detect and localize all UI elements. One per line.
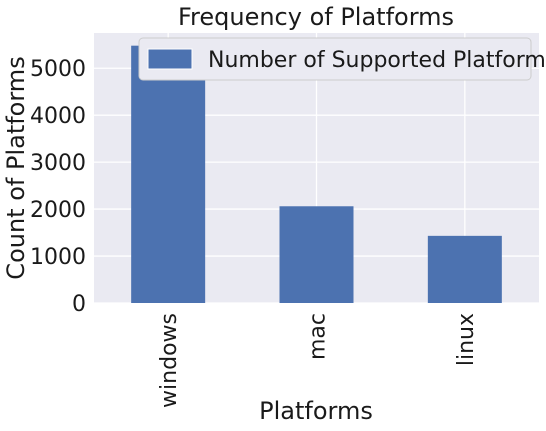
x-tick-label: linux bbox=[454, 313, 479, 366]
y-tick-label: 0 bbox=[72, 292, 86, 317]
y-axis-label: Count of Platforms bbox=[2, 56, 30, 279]
legend: Number of Supported Platforms bbox=[138, 37, 546, 81]
y-tick-label: 3000 bbox=[30, 151, 86, 176]
bar-windows bbox=[131, 45, 206, 304]
y-tick-label: 1000 bbox=[30, 245, 86, 270]
bars bbox=[131, 45, 502, 304]
legend-swatch bbox=[147, 48, 193, 70]
y-tick-label: 4000 bbox=[30, 104, 86, 129]
chart-title: Frequency of Platforms bbox=[178, 3, 454, 31]
x-tick-label: mac bbox=[306, 313, 331, 360]
y-tick-label: 2000 bbox=[30, 198, 86, 223]
x-axis-label: Platforms bbox=[259, 397, 373, 425]
x-axis-ticks: windows mac linux bbox=[157, 313, 479, 408]
x-tick-label: windows bbox=[157, 313, 182, 408]
bar-linux bbox=[427, 235, 502, 303]
legend-label: Number of Supported Platforms bbox=[208, 48, 546, 73]
y-axis-ticks: 0 1000 2000 3000 4000 5000 bbox=[30, 57, 86, 317]
bar-mac bbox=[279, 206, 354, 303]
y-tick-label: 5000 bbox=[30, 57, 86, 82]
legend-box bbox=[138, 37, 532, 81]
